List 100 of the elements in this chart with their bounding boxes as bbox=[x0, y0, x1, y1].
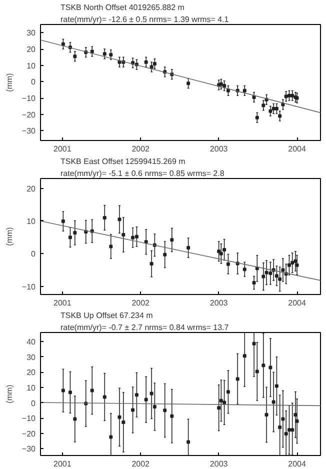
point bbox=[217, 406, 221, 410]
point bbox=[131, 408, 135, 412]
point bbox=[122, 420, 126, 424]
point bbox=[262, 104, 266, 108]
point bbox=[170, 238, 174, 242]
y-tick-label: 0 bbox=[31, 398, 36, 408]
point bbox=[287, 94, 291, 98]
point bbox=[252, 280, 256, 284]
x-tick-label: 2004 bbox=[288, 144, 306, 154]
point bbox=[163, 408, 167, 412]
point bbox=[73, 54, 77, 58]
point bbox=[150, 65, 154, 69]
point bbox=[90, 50, 94, 54]
point bbox=[134, 393, 138, 397]
chart-subtitle: rate(mm/yr)= -12.6 ± 0.5 nrms= 1.39 wrms= 4.1 bbox=[60, 15, 230, 24]
point bbox=[281, 102, 285, 106]
point bbox=[150, 392, 154, 396]
y-tick-label: 20 bbox=[26, 45, 36, 54]
x-tick-label: 2001 bbox=[54, 298, 72, 308]
point bbox=[278, 425, 282, 429]
point bbox=[295, 263, 299, 267]
point bbox=[109, 244, 113, 248]
point bbox=[73, 417, 77, 421]
point bbox=[186, 440, 190, 444]
point bbox=[272, 400, 276, 404]
point bbox=[219, 398, 223, 402]
point bbox=[274, 384, 278, 388]
point bbox=[272, 106, 276, 110]
point bbox=[118, 218, 122, 222]
x-tick-label: 2002 bbox=[132, 298, 150, 308]
point bbox=[268, 366, 272, 370]
point bbox=[290, 94, 294, 98]
point bbox=[268, 272, 272, 276]
chart-subtitle: rate(mm/yr)= -5.1 ± 0.6 nrms= 0.85 wrms= 2.8 bbox=[60, 169, 225, 178]
point bbox=[294, 412, 298, 416]
point bbox=[226, 262, 230, 266]
point bbox=[73, 230, 77, 234]
y-tick-label: −10 bbox=[22, 414, 36, 424]
point bbox=[217, 250, 221, 254]
point bbox=[109, 52, 113, 56]
point bbox=[236, 377, 240, 381]
point bbox=[252, 342, 256, 346]
point bbox=[242, 354, 246, 358]
y-tick-label: 0 bbox=[31, 78, 36, 87]
y-tick-label: 10 bbox=[26, 216, 36, 226]
point bbox=[264, 270, 268, 274]
point bbox=[287, 263, 291, 267]
y-axis-title: (mm) bbox=[4, 72, 14, 92]
point bbox=[295, 419, 299, 423]
point bbox=[268, 109, 272, 113]
y-tick-label: −30 bbox=[22, 126, 36, 136]
point bbox=[274, 106, 278, 110]
point bbox=[144, 398, 148, 402]
point bbox=[150, 262, 154, 266]
x-tick-label: 2002 bbox=[132, 460, 150, 468]
y-tick-label: −30 bbox=[22, 444, 36, 454]
point bbox=[222, 248, 226, 252]
chart-title: TSKB Up Offset 67.234 m bbox=[60, 311, 154, 320]
y-tick-label: −10 bbox=[22, 282, 36, 292]
point bbox=[152, 405, 156, 409]
point bbox=[144, 60, 148, 64]
point bbox=[264, 412, 268, 416]
point bbox=[186, 246, 190, 250]
y-tick-label: −10 bbox=[22, 94, 36, 104]
point bbox=[118, 60, 122, 64]
point bbox=[281, 268, 285, 272]
point bbox=[278, 277, 282, 281]
point bbox=[278, 114, 282, 118]
point bbox=[255, 370, 259, 374]
point bbox=[61, 42, 65, 46]
point bbox=[122, 232, 126, 236]
point bbox=[222, 84, 226, 88]
point bbox=[170, 414, 174, 418]
point bbox=[186, 82, 190, 86]
y-tick-label: 30 bbox=[26, 352, 36, 362]
point bbox=[242, 88, 246, 92]
point bbox=[102, 216, 106, 220]
point bbox=[134, 234, 138, 238]
x-tick-label: 2002 bbox=[132, 144, 150, 154]
x-tick-label: 2001 bbox=[54, 144, 72, 154]
point bbox=[68, 236, 72, 240]
point bbox=[290, 428, 294, 432]
x-tick-label: 2003 bbox=[210, 144, 228, 154]
point bbox=[262, 274, 266, 278]
point bbox=[118, 415, 122, 419]
point bbox=[102, 52, 106, 56]
point bbox=[219, 252, 223, 256]
point bbox=[102, 395, 106, 399]
y-tick-label: −20 bbox=[22, 110, 36, 120]
point bbox=[281, 417, 285, 421]
y-tick-label: −20 bbox=[22, 429, 36, 438]
x-tick-label: 2003 bbox=[210, 460, 228, 468]
point bbox=[290, 261, 294, 265]
x-tick-label: 2004 bbox=[288, 298, 306, 308]
point bbox=[222, 400, 226, 404]
point bbox=[255, 116, 259, 120]
point bbox=[294, 259, 298, 263]
point bbox=[242, 268, 246, 272]
y-axis-title: (mm) bbox=[4, 226, 14, 246]
point bbox=[287, 428, 291, 432]
